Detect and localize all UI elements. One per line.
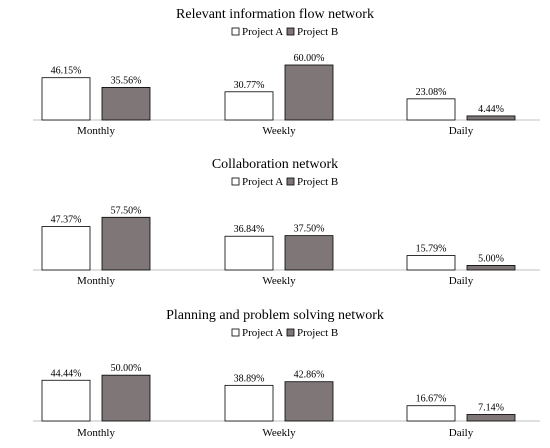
legend-swatch-project-b: [286, 177, 295, 186]
legend-swatch-project-a: [231, 328, 240, 337]
category-label-daily: Daily: [449, 427, 474, 439]
data-label: 50.00%: [111, 363, 142, 374]
legend-label-project-b: Project B: [297, 327, 338, 339]
data-label: 7.14%: [478, 402, 504, 413]
data-label: 35.56%: [111, 75, 142, 86]
chart-title: Collaboration network: [212, 157, 338, 172]
bar-project-b-weekly: [284, 381, 334, 422]
chart-panel-2: Collaboration network Project A Project B 4…: [33, 157, 540, 287]
data-label: 16.67%: [416, 394, 447, 405]
data-label: 23.08%: [416, 87, 447, 98]
bar-project-a-monthly: [41, 226, 91, 271]
data-label: 30.77%: [234, 80, 265, 91]
data-label: 57.50%: [111, 205, 142, 216]
data-label: 44.44%: [51, 368, 82, 379]
data-label: 46.15%: [51, 66, 82, 77]
bar-project-b-monthly: [101, 87, 151, 121]
bar-project-b-daily: [466, 265, 516, 271]
legend-swatch-project-a: [231, 27, 240, 36]
data-label: 38.89%: [234, 373, 265, 384]
bar-project-a-monthly: [41, 379, 91, 422]
category-label-daily: Daily: [449, 275, 474, 287]
bar-project-b-daily: [466, 115, 516, 121]
legend-label-project-b: Project B: [297, 26, 338, 38]
category-label-weekly: Weekly: [262, 427, 296, 439]
legend-swatch-project-b: [286, 27, 295, 36]
bar-project-b-weekly: [284, 235, 334, 271]
bar-project-b-daily: [466, 414, 516, 422]
data-label: 36.84%: [234, 224, 265, 235]
bar-project-b-monthly: [101, 216, 151, 271]
bar-project-a-daily: [406, 405, 456, 422]
chart-panel-1: Relevant information flow network Project…: [33, 7, 540, 137]
data-label: 37.50%: [294, 224, 325, 235]
chart-title: Planning and problem solving network: [166, 308, 384, 323]
data-label: 60.00%: [294, 53, 325, 64]
data-label: 4.44%: [478, 104, 504, 115]
data-label: 5.00%: [478, 253, 504, 264]
legend-swatch-project-b: [286, 328, 295, 337]
data-label: 15.79%: [416, 244, 447, 255]
bar-project-a-daily: [406, 255, 456, 271]
legend-label-project-a: Project A: [242, 327, 283, 339]
category-label-monthly: Monthly: [77, 125, 115, 137]
category-label-weekly: Weekly: [262, 275, 296, 287]
category-label-weekly: Weekly: [262, 125, 296, 137]
data-label: 42.86%: [294, 370, 325, 381]
bar-project-a-weekly: [224, 384, 274, 422]
chart-title: Relevant information flow network: [176, 7, 374, 22]
category-label-monthly: Monthly: [77, 427, 115, 439]
legend-swatch-project-a: [231, 177, 240, 186]
legend-label-project-a: Project A: [242, 26, 283, 38]
legend-label-project-a: Project A: [242, 176, 283, 188]
bar-project-b-monthly: [101, 374, 151, 422]
chart-panel-3: Planning and problem solving network Proj…: [33, 308, 540, 439]
data-label: 47.37%: [51, 215, 82, 226]
legend-label-project-b: Project B: [297, 176, 338, 188]
bar-project-a-daily: [406, 98, 456, 121]
bar-project-a-weekly: [224, 235, 274, 271]
bar-project-a-monthly: [41, 77, 91, 121]
bar-project-a-weekly: [224, 91, 274, 121]
category-label-daily: Daily: [449, 125, 474, 137]
category-label-monthly: Monthly: [77, 275, 115, 287]
bar-project-b-weekly: [284, 64, 334, 121]
